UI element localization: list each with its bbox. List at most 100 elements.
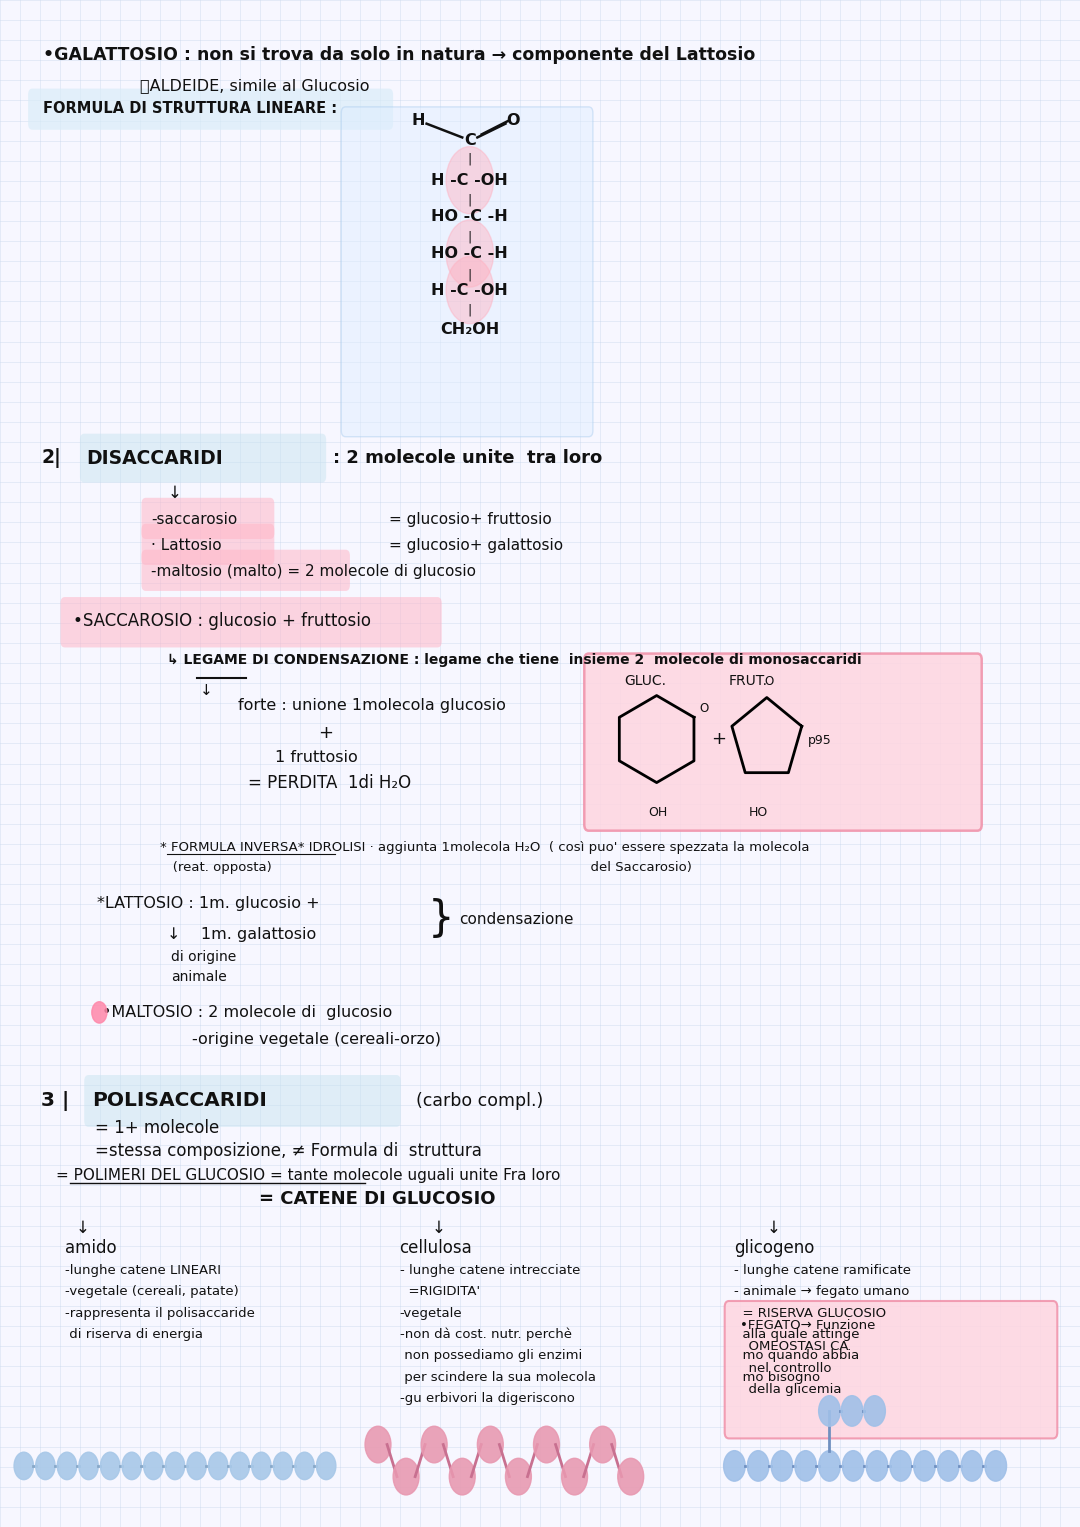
FancyBboxPatch shape: [341, 107, 593, 437]
Text: (carbo compl.): (carbo compl.): [416, 1092, 543, 1110]
Text: ˸ALDEIDE, simile al Glucosio: ˸ALDEIDE, simile al Glucosio: [140, 78, 369, 93]
Text: : 2 molecole unite  tra loro: : 2 molecole unite tra loro: [333, 449, 602, 467]
Circle shape: [890, 1451, 912, 1481]
FancyBboxPatch shape: [141, 524, 274, 565]
Circle shape: [92, 1002, 107, 1023]
Circle shape: [393, 1458, 419, 1495]
Circle shape: [208, 1452, 228, 1480]
Circle shape: [961, 1451, 983, 1481]
FancyBboxPatch shape: [141, 498, 274, 539]
FancyBboxPatch shape: [141, 550, 350, 591]
Text: OMEOSTASI CA: OMEOSTASI CA: [740, 1341, 848, 1353]
Text: glicogeno: glicogeno: [734, 1238, 814, 1257]
Text: DISACCARIDI: DISACCARIDI: [86, 449, 224, 467]
Circle shape: [295, 1452, 314, 1480]
Text: C: C: [464, 133, 475, 148]
Text: O: O: [507, 113, 519, 128]
Text: HO -C -H: HO -C -H: [431, 209, 509, 224]
Text: -vegetale (cereali, patate): -vegetale (cereali, patate): [65, 1286, 239, 1298]
Text: mo quando abbia: mo quando abbia: [734, 1350, 860, 1362]
Circle shape: [316, 1452, 336, 1480]
Text: |: |: [468, 231, 472, 243]
Circle shape: [842, 1451, 864, 1481]
Text: nel controllo: nel controllo: [740, 1362, 832, 1374]
Text: non possediamo gli enzimi: non possediamo gli enzimi: [400, 1350, 582, 1362]
Circle shape: [252, 1452, 271, 1480]
Text: }: }: [428, 898, 454, 941]
Text: animale: animale: [171, 970, 227, 985]
Circle shape: [914, 1451, 935, 1481]
Text: amido: amido: [65, 1238, 117, 1257]
Text: mo bisogno: mo bisogno: [734, 1371, 821, 1383]
Text: +: +: [319, 724, 334, 742]
Text: |: |: [468, 269, 472, 281]
Circle shape: [273, 1452, 293, 1480]
Text: - lunghe catene intrecciate: - lunghe catene intrecciate: [400, 1264, 580, 1277]
Text: condensazione: condensazione: [459, 912, 573, 927]
Text: (reat. opposta)                                                                 : (reat. opposta): [160, 861, 691, 873]
Text: =RIGIDITA': =RIGIDITA': [400, 1286, 480, 1298]
Circle shape: [866, 1451, 888, 1481]
Circle shape: [230, 1452, 249, 1480]
Text: p95: p95: [808, 734, 832, 747]
Text: alla quale attinge: alla quale attinge: [734, 1328, 860, 1341]
Circle shape: [590, 1426, 616, 1463]
Text: = POLIMERI DEL GLUCOSIO = tante molecole uguali unite Fra loro: = POLIMERI DEL GLUCOSIO = tante molecole…: [56, 1168, 561, 1183]
Text: |: |: [468, 304, 472, 316]
Text: ↓    1m. galattosio: ↓ 1m. galattosio: [167, 927, 316, 942]
Circle shape: [864, 1396, 886, 1426]
Circle shape: [165, 1452, 185, 1480]
Circle shape: [505, 1458, 531, 1495]
Text: ↓: ↓: [200, 683, 213, 698]
Circle shape: [57, 1452, 77, 1480]
Text: HO: HO: [748, 806, 768, 818]
Circle shape: [14, 1452, 33, 1480]
Text: - lunghe catene ramificate: - lunghe catene ramificate: [734, 1264, 912, 1277]
Circle shape: [534, 1426, 559, 1463]
Text: GLUC.: GLUC.: [624, 673, 666, 689]
Text: -vegetale: -vegetale: [400, 1307, 462, 1319]
Text: •FEGATO→ Funzione: •FEGATO→ Funzione: [740, 1319, 875, 1332]
Circle shape: [819, 1451, 840, 1481]
Text: cellulosa: cellulosa: [400, 1238, 472, 1257]
Text: * FORMULA INVERSA* IDROLISI · aggiunta 1molecola H₂O  ( così puo' essere spezzat: * FORMULA INVERSA* IDROLISI · aggiunta 1…: [160, 841, 809, 854]
Text: forte : unione 1molecola glucosio: forte : unione 1molecola glucosio: [238, 698, 505, 713]
Text: FORMULA DI STRUTTURA LINEARE :: FORMULA DI STRUTTURA LINEARE :: [43, 101, 337, 116]
Circle shape: [446, 257, 494, 324]
Circle shape: [144, 1452, 163, 1480]
Circle shape: [446, 147, 494, 214]
FancyBboxPatch shape: [60, 597, 442, 647]
Text: HO -C -H: HO -C -H: [431, 246, 509, 261]
Text: per scindere la sua molecola: per scindere la sua molecola: [400, 1371, 595, 1383]
Text: FRUT.: FRUT.: [729, 673, 768, 689]
Text: di riserva di energia: di riserva di energia: [65, 1328, 203, 1341]
Text: -origine vegetale (cereali-orzo): -origine vegetale (cereali-orzo): [192, 1032, 442, 1048]
Text: -non dà cost. nutr. perchè: -non dà cost. nutr. perchè: [400, 1328, 571, 1341]
Text: 1 fruttosio: 1 fruttosio: [275, 750, 359, 765]
Text: = CATENE DI GLUCOSIO: = CATENE DI GLUCOSIO: [259, 1190, 496, 1208]
Circle shape: [100, 1452, 120, 1480]
Text: CH₂OH: CH₂OH: [441, 322, 499, 337]
Text: = glucosio+ galattosio: = glucosio+ galattosio: [389, 538, 563, 553]
Circle shape: [449, 1458, 475, 1495]
Circle shape: [724, 1451, 745, 1481]
FancyBboxPatch shape: [725, 1301, 1057, 1438]
Text: -lunghe catene LINEARI: -lunghe catene LINEARI: [65, 1264, 220, 1277]
Text: ↓: ↓: [432, 1219, 446, 1237]
Text: 2|: 2|: [41, 447, 60, 469]
Text: H -C -OH: H -C -OH: [431, 173, 509, 188]
FancyBboxPatch shape: [28, 89, 393, 130]
Circle shape: [421, 1426, 447, 1463]
Circle shape: [819, 1396, 840, 1426]
Circle shape: [122, 1452, 141, 1480]
Text: = glucosio+ fruttosio: = glucosio+ fruttosio: [389, 512, 552, 527]
FancyBboxPatch shape: [84, 1075, 401, 1127]
Circle shape: [562, 1458, 588, 1495]
Text: 3 |: 3 |: [41, 1090, 69, 1112]
Text: -maltosio (malto) = 2 molecole di glucosio: -maltosio (malto) = 2 molecole di glucos…: [151, 563, 476, 579]
Text: H -C -OH: H -C -OH: [431, 282, 509, 298]
FancyBboxPatch shape: [80, 434, 326, 483]
Circle shape: [36, 1452, 55, 1480]
Circle shape: [79, 1452, 98, 1480]
Circle shape: [937, 1451, 959, 1481]
